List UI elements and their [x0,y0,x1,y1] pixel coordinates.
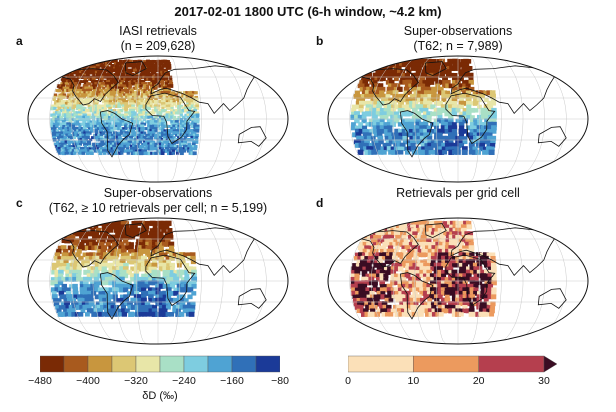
panel-d-title: Retrievals per grid cell [308,186,608,201]
colorbar-count-tick: 20 [472,375,485,387]
colorbar-count-tick: 10 [407,375,420,387]
panel-a: IASI retrievals (n = 209,628) a [8,24,308,184]
panel-a-title-line1: IASI retrievals [119,24,197,38]
colorbar-dd: −480 −400 −320 −240 −160 −80 δD (‰) [28,354,289,404]
world-map-icon [27,55,289,183]
panel-b-title-line2: (T62; n = 7,989) [413,39,503,53]
colorbar-dd-tick: −160 [220,375,244,387]
panel-c-title-line2: (T62, ≥ 10 retrievals per cell; n = 5,19… [48,201,268,215]
panel-a-letter: a [16,34,23,48]
panel-d-title-line1: Retrievals per grid cell [396,186,520,200]
figure-title: 2017-02-01 1800 UTC (6-h window, ~4.2 km… [174,4,442,19]
panel-c: Super-observations (T62, ≥ 10 retrievals… [8,186,308,346]
panel-b-title-line1: Super-observations [403,24,513,38]
panel-a-title-line2: (n = 209,628) [120,39,196,53]
panel-c-letter: c [16,196,23,210]
panel-c-title: Super-observations (T62, ≥ 10 retrievals… [8,186,308,216]
panel-b-title: Super-observations (T62; n = 7,989) [308,24,608,54]
colorbar-dd-tick: −80 [271,375,289,387]
colorbar-dd-tick: −320 [124,375,148,387]
colorbar-dd-tick: −480 [28,375,52,387]
colorbar-dd-tick: −240 [172,375,196,387]
panel-d: Retrievals per grid cell d [308,186,608,346]
colorbar-dd-swatches [40,355,280,373]
panel-c-title-line1: Super-observations [103,186,213,200]
panel-a-title: IASI retrievals (n = 209,628) [8,24,308,54]
world-map-icon [327,55,589,183]
panel-b-letter: b [316,34,324,48]
colorbar-dd-tick: −400 [76,375,100,387]
world-map-icon [327,217,589,345]
colorbar-count-tick: 30 [538,375,550,387]
colorbar-count-tick: 0 [345,375,351,387]
panel-d-letter: d [316,196,324,210]
colorbar-count: 0 10 20 30 [345,354,558,394]
colorbar-count-swatches [348,355,558,373]
colorbar-dd-label: δD (‰) [142,390,178,402]
world-map-icon [27,217,289,345]
panel-b: Super-observations (T62; n = 7,989) b [308,24,608,184]
